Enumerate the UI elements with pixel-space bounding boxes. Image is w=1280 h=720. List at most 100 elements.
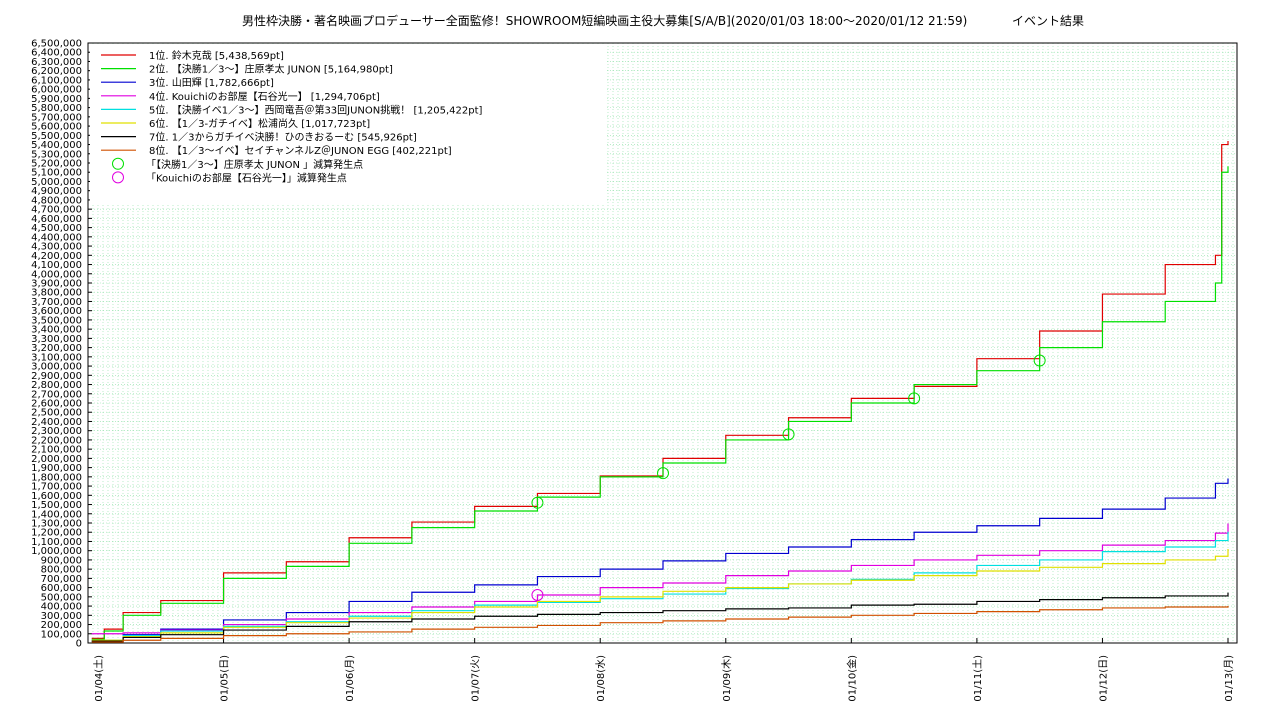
y-tick-label: 3,300,000 [31,334,82,345]
y-tick-label: 300,000 [41,611,82,622]
y-tick-label: 400,000 [41,602,82,613]
y-tick-label: 2,600,000 [31,399,82,410]
marker-point-1 [782,428,795,441]
y-tick-label: 2,900,000 [31,371,82,382]
legend-label-7: 7位. 1／3からガチイベ決勝！ひのきおるーむ [545,926pt] [149,131,417,144]
legend-label-4: 4位. Kouichiのお部屋【石谷光一】 [1,294,706pt] [149,90,380,103]
x-tick-label: 01/04(土) [92,655,105,702]
y-tick-label: 4,500,000 [31,223,82,234]
y-tick-label: 5,100,000 [31,168,82,179]
y-tick-label: 1,600,000 [31,491,82,502]
marker-point-1 [1033,354,1046,367]
legend-marker-label-1: 「【決勝1／3～】庄原孝太 JUNON 」減算発生点 [146,158,363,171]
y-tick-label: 3,000,000 [31,362,82,373]
legend: 1位. 鈴木克哉 [5,438,569pt]2位. 【決勝1／3～】庄原孝太 J… [90,46,606,204]
x-tick-label: 01/13(月) [1223,655,1235,702]
y-tick-label: 600,000 [41,583,82,594]
y-tick-label: 5,700,000 [31,112,82,123]
axes: 0100,000200,000300,000400,000500,000600,… [31,39,1238,702]
y-tick-label: 6,000,000 [31,85,82,96]
x-tick-label: 01/06(月) [344,655,356,702]
y-tick-label: 5,000,000 [31,177,82,188]
chart-title: 男性枠決勝・著名映画プロデューサー全面監修！SHOWROOM短編映画主役大募集[… [242,13,967,28]
y-tick-label: 2,700,000 [31,389,82,400]
legend-marker-1 [112,157,124,170]
y-tick-label: 6,300,000 [31,57,82,68]
series-line-6 [91,549,1229,641]
series-line-1 [91,140,1229,639]
x-tick-label: 01/10(金) [845,655,858,702]
marker-point-1 [657,467,669,480]
y-tick-label: 4,300,000 [31,242,82,253]
y-tick-label: 6,500,000 [31,39,82,50]
series-line-3 [91,478,1229,642]
y-tick-label: 2,500,000 [31,408,82,419]
series-line-7 [91,592,1229,642]
y-tick-label: 3,100,000 [31,352,82,363]
y-tick-label: 3,400,000 [31,325,82,336]
y-tick-label: 1,800,000 [31,472,82,483]
y-tick-label: 1,100,000 [31,537,82,548]
y-tick-label: 2,800,000 [31,380,82,391]
y-tick-label: 2,400,000 [31,417,82,428]
y-tick-label: 3,900,000 [31,279,82,290]
y-tick-label: 900,000 [41,555,82,566]
y-tick-label: 2,000,000 [31,454,82,465]
plot-frame [87,42,1238,644]
y-tick-label: 5,800,000 [31,103,82,114]
legend-marker-label-2: 「Kouichiのお部屋【石谷光一】」減算発生点 [146,171,347,184]
y-tick-label: 800,000 [41,565,82,576]
x-tick-label: 01/07(火) [470,655,482,702]
y-tick-label: 3,200,000 [31,343,82,354]
y-tick-label: 4,600,000 [31,214,82,225]
y-tick-label: 2,200,000 [31,435,82,446]
y-tick-label: 1,000,000 [31,546,82,557]
x-tick-label: 01/12(日) [1098,655,1109,702]
legend-marker-2 [112,171,124,184]
x-tick-label: 01/09(木) [721,655,733,702]
y-tick-label: 5,400,000 [31,140,82,151]
y-tick-label: 4,700,000 [31,205,82,216]
y-tick-label: 5,200,000 [31,159,82,170]
y-tick-label: 4,000,000 [31,269,82,280]
series-line-8 [91,605,1229,643]
y-tick-label: 200,000 [41,620,82,631]
y-tick-label: 500,000 [41,592,82,603]
y-tick-label: 4,800,000 [31,195,82,206]
series-line-2 [91,166,1229,640]
y-tick-label: 1,500,000 [31,500,82,511]
x-tick-label: 01/11(土) [971,655,984,702]
y-tick-label: 5,900,000 [31,94,82,105]
x-tick-label: 01/08(水) [595,655,607,702]
y-tick-label: 4,100,000 [31,260,82,271]
y-tick-label: 2,100,000 [31,445,82,456]
legend-label-3: 3位. 山田輝 [1,782,666pt] [149,76,274,89]
y-tick-label: 6,200,000 [31,66,82,77]
legend-label-1: 1位. 鈴木克哉 [5,438,569pt] [149,49,284,62]
y-tick-label: 1,900,000 [31,463,82,474]
y-tick-label: 5,300,000 [31,149,82,160]
y-tick-label: 4,400,000 [31,232,82,243]
x-tick-label: 01/05(日) [220,655,231,702]
legend-label-2: 2位. 【決勝1／3～】庄原孝太 JUNON [5,164,980pt] [149,63,393,76]
y-tick-label: 3,500,000 [31,315,82,326]
y-tick-label: 1,300,000 [31,519,82,530]
legend-background [90,46,606,204]
y-tick-label: 700,000 [41,574,82,585]
y-tick-label: 1,700,000 [31,482,82,493]
y-tick-label: 2,300,000 [31,426,82,437]
y-tick-label: 6,400,000 [31,48,82,59]
series-group [91,140,1229,643]
marker-point-1 [908,392,921,405]
y-tick-label: 4,200,000 [31,251,82,262]
y-tick-label: 5,600,000 [31,122,82,133]
marker-point-2 [531,589,544,601]
legend-label-6: 6位. 【1／3-ガチイベ】松浦尚久 [1,017,723pt] [149,117,370,130]
y-tick-label: 3,600,000 [31,306,82,317]
marker-point-1 [531,496,544,509]
y-tick-label: 1,400,000 [31,509,82,520]
legend-label-5: 5位. 【決勝イベ1／3～】西岡竜吾＠第33回JUNON挑戦！ [1,205,4… [149,103,483,116]
y-tick-label: 1,200,000 [31,528,82,539]
chart-subtitle: イベント結果 [1012,14,1084,28]
